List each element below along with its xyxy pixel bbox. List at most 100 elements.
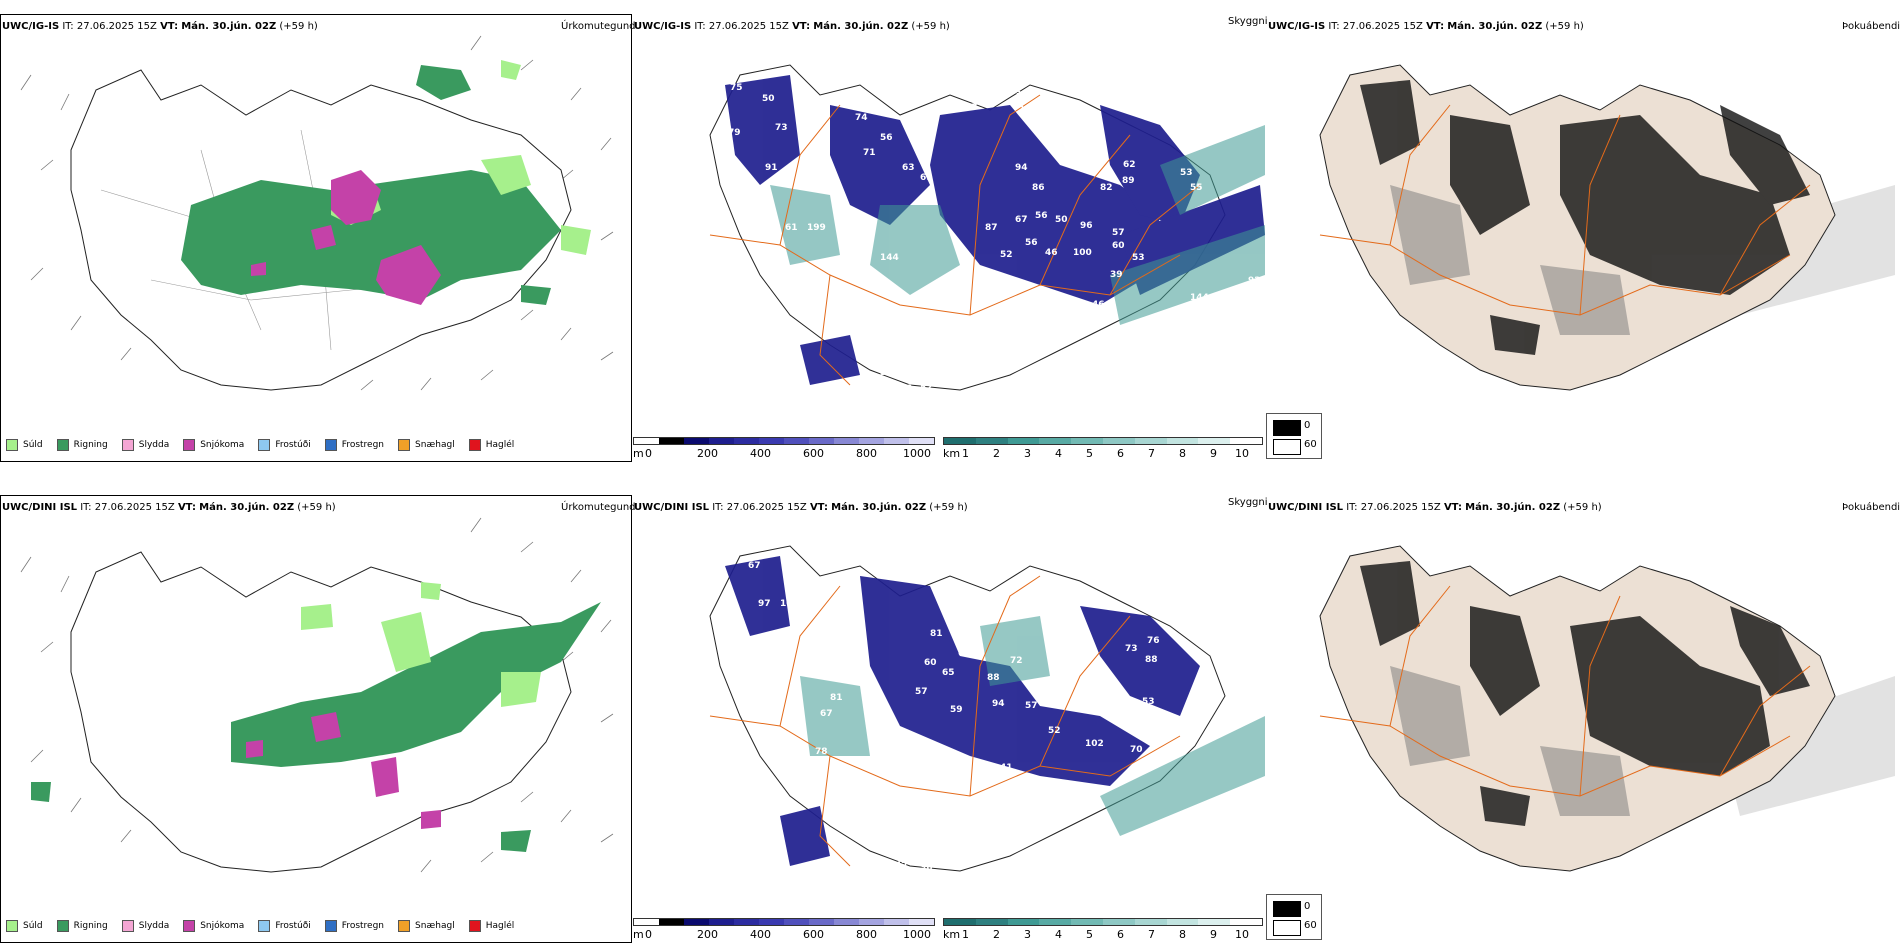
precip-map-1 (20, 35, 614, 391)
svg-text:63: 63 (1035, 296, 1048, 306)
iceland-outline (1319, 545, 1836, 872)
svg-text:42: 42 (895, 861, 908, 871)
svg-text:82: 82 (1100, 183, 1113, 193)
ceiling-low-areas (725, 75, 1265, 385)
svg-text:72: 72 (1010, 656, 1023, 666)
svg-text:102: 102 (1085, 739, 1104, 749)
svg-text:75: 75 (800, 123, 813, 133)
legend-snaehagl: Snæhagl (398, 439, 455, 451)
visibility-colorbar-2: km 1 2 3 4 5 6 7 8 9 10 (943, 918, 1263, 942)
model-name: UWC/IG-IS (2, 21, 60, 32)
svg-text:71: 71 (863, 148, 876, 158)
svg-text:119: 119 (1085, 687, 1104, 697)
svg-text:57: 57 (1112, 228, 1125, 238)
ceiling-value-labels: 67 97 100 58 64 81 60 68 72 53 96 73 76 … (748, 561, 1168, 873)
svg-text:50: 50 (1055, 215, 1068, 225)
svg-text:144: 144 (880, 253, 899, 263)
roads (1319, 585, 1811, 797)
svg-text:81: 81 (930, 629, 943, 639)
lead-time: (+59 h) (279, 21, 318, 32)
precip-map-2 (20, 517, 614, 873)
ceiling-panel-title: Skyggni (1228, 16, 1268, 27)
svg-text:79: 79 (728, 128, 741, 138)
fog-legend-2: 0 60 (1266, 894, 1322, 940)
svg-text:56: 56 (935, 831, 948, 841)
svg-text:97: 97 (758, 599, 771, 609)
svg-text:52: 52 (905, 844, 918, 854)
svg-text:32: 32 (1015, 90, 1028, 100)
svg-text:96: 96 (1080, 221, 1093, 231)
svg-text:53: 53 (1142, 697, 1155, 707)
fog-dense-areas (1360, 80, 1810, 355)
svg-text:26: 26 (1018, 105, 1031, 115)
svg-text:67: 67 (965, 103, 978, 113)
svg-text:56: 56 (1025, 238, 1038, 248)
svg-text:57: 57 (1138, 719, 1151, 729)
header-fog-2: UWC/DINI ISL IT: 27.06.2025 15Z VT: Mán.… (1268, 502, 1602, 513)
precip-sud-areas (301, 582, 541, 707)
svg-text:64: 64 (957, 617, 970, 627)
svg-text:55: 55 (1190, 183, 1203, 193)
svg-text:96: 96 (1092, 595, 1105, 605)
svg-text:75: 75 (730, 83, 743, 93)
svg-text:61: 61 (900, 356, 913, 366)
svg-text:171: 171 (1165, 320, 1184, 330)
header-fog-1: UWC/IG-IS IT: 27.06.2025 15Z VT: Mán. 30… (1268, 21, 1584, 32)
svg-text:56: 56 (880, 346, 893, 356)
svg-text:56: 56 (1045, 680, 1058, 690)
svg-text:76: 76 (885, 325, 898, 335)
header-precip-1: UWC/IG-IS IT: 27.06.2025 15Z VT: Mán. 30… (2, 21, 318, 32)
svg-text:67: 67 (820, 709, 833, 719)
svg-text:52: 52 (1048, 726, 1061, 736)
svg-text:144: 144 (1190, 293, 1209, 303)
ceiling-map-1: 75 50 73 75 79 91 61 199 73 74 69 56 71 … (709, 64, 1265, 394)
fog-map-1 (1319, 64, 1895, 391)
svg-text:91: 91 (765, 163, 778, 173)
roads (709, 94, 1201, 386)
ceiling-colorbar-2: m 0 200 400 600 800 1000 (633, 918, 935, 942)
ceiling-unit: m (633, 447, 644, 460)
precip-panel-title: Úrkomutegund (561, 21, 636, 32)
svg-text:61: 61 (785, 223, 798, 233)
svg-text:88: 88 (987, 673, 1000, 683)
valid-label: VT: (160, 21, 179, 32)
svg-text:46: 46 (1113, 698, 1126, 708)
precip-legend-1: Súld Rigning Slydda Snjókoma Frostúði Fr… (6, 439, 528, 451)
legend-frostregn: Frostregn (324, 439, 384, 451)
visibility-colorbar-1: km 1 2 3 4 5 6 7 8 9 10 (943, 437, 1263, 461)
svg-text:86: 86 (1032, 183, 1045, 193)
fog-panel-title: Þokuábendi (1842, 21, 1900, 32)
svg-text:41: 41 (1073, 303, 1086, 313)
precip-panel-1 (0, 14, 632, 462)
svg-text:70: 70 (1130, 745, 1143, 755)
header-ceiling-1: UWC/IG-IS IT: 27.06.2025 15Z VT: Mán. 30… (634, 21, 950, 32)
svg-text:184: 184 (1142, 333, 1161, 343)
init-time: IT: 27.06.2025 15Z (62, 21, 157, 32)
svg-text:63: 63 (902, 163, 915, 173)
roads (1319, 104, 1811, 316)
svg-text:62: 62 (1123, 160, 1136, 170)
fog-map-2 (1319, 545, 1895, 872)
svg-text:100: 100 (1073, 248, 1092, 258)
precip-legend-2: Súld Rigning Slydda Snjókoma Frostúði Fr… (6, 920, 528, 932)
svg-text:57: 57 (915, 687, 928, 697)
ceiling-map-2: 67 97 100 58 64 81 60 68 72 53 96 73 76 … (709, 545, 1265, 873)
svg-text:65: 65 (942, 668, 955, 678)
header-ceiling-2: UWC/DINI ISL IT: 27.06.2025 15Z VT: Mán.… (634, 502, 968, 513)
svg-text:53: 53 (1050, 605, 1063, 615)
visibility-areas (800, 616, 1265, 836)
precip-panel-2 (0, 495, 632, 943)
valid-time: Mán. 30.jún. 02Z (181, 21, 277, 32)
svg-text:57: 57 (1025, 701, 1038, 711)
svg-text:199: 199 (807, 223, 826, 233)
svg-text:53: 53 (1180, 168, 1193, 178)
svg-text:54: 54 (880, 368, 893, 378)
svg-text:39: 39 (1110, 270, 1123, 280)
svg-text:92: 92 (1248, 276, 1261, 286)
precip-snjokoma-areas (246, 712, 441, 829)
legend-rigning: Rigning (56, 439, 108, 451)
svg-text:46: 46 (1045, 248, 1058, 258)
svg-text:94: 94 (1015, 163, 1028, 173)
svg-text:56: 56 (1035, 211, 1048, 221)
